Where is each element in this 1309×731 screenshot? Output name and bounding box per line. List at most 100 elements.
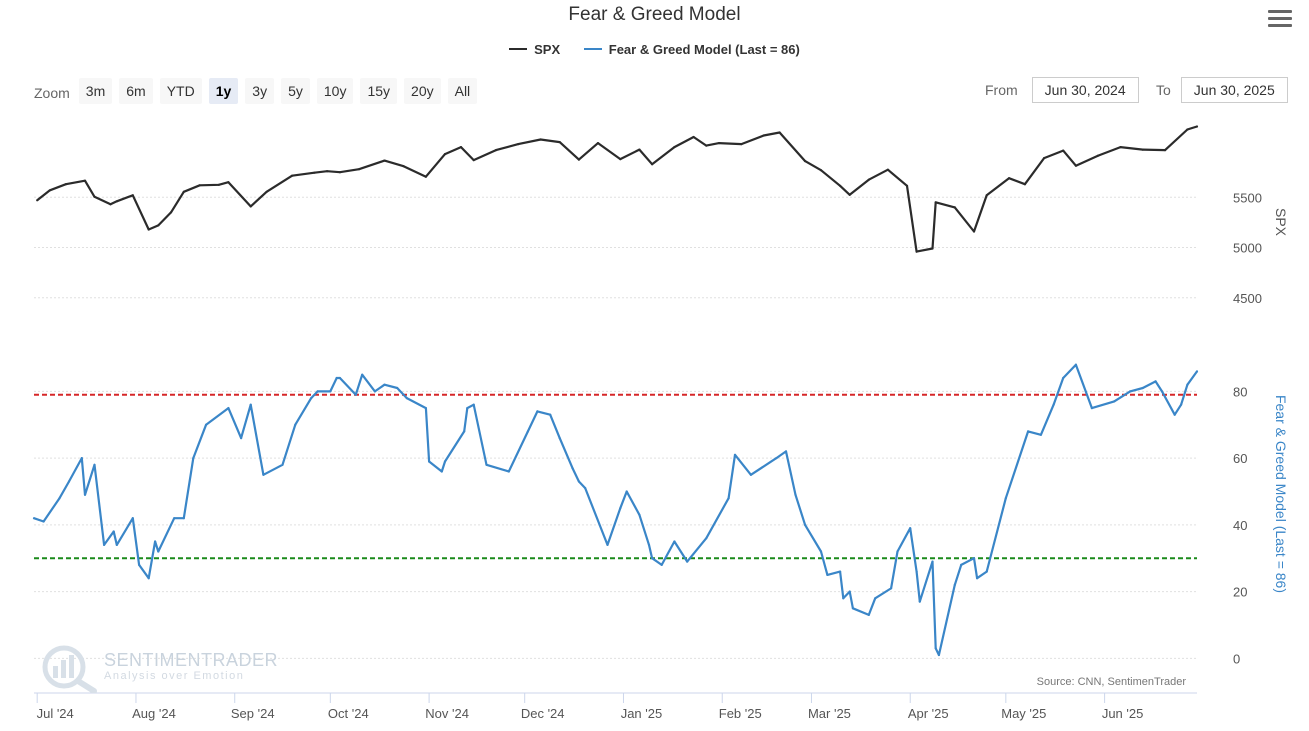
data-point-fear-greed (976, 577, 979, 580)
data-point-fear-greed (660, 563, 663, 567)
data-point-fear-greed (651, 557, 654, 560)
data-point-fear-greed (1173, 413, 1176, 416)
from-date-input[interactable]: Jun 30, 2024 (1031, 77, 1139, 103)
zoom-button-3m[interactable]: 3m (78, 78, 113, 104)
x-tick-label: Oct '24 (328, 706, 369, 721)
hamburger-icon-bar (1268, 17, 1292, 20)
data-point-fear-greed (329, 390, 332, 393)
data-point-fear-greed (625, 490, 628, 493)
data-point-fear-greed (733, 453, 737, 456)
legend-item-spx[interactable]: SPX (509, 42, 560, 57)
data-point-spx (83, 179, 87, 182)
legend-item-fear-greed[interactable]: Fear & Greed Model (Last = 86) (583, 41, 800, 57)
data-point-fear-greed (972, 557, 976, 560)
chart-menu-button[interactable] (1268, 10, 1292, 30)
hamburger-icon-bar (1268, 24, 1292, 27)
y-tick-label-fear-greed: 0 (1233, 651, 1240, 666)
zoom-button-10y[interactable]: 10y (316, 78, 354, 104)
data-point-fear-greed (558, 437, 561, 440)
chart-title: Fear & Greed Model (568, 4, 741, 25)
data-point-spx (472, 159, 475, 162)
data-point-fear-greed (890, 587, 893, 590)
data-point-fear-greed (466, 407, 469, 410)
data-point-fear-greed (1180, 403, 1183, 406)
x-tick-label: Nov '24 (425, 706, 469, 721)
zoom-button-1y[interactable]: 1y (208, 78, 239, 104)
data-point-fear-greed (147, 577, 150, 580)
data-point-fear-greed (440, 470, 443, 473)
data-point-fear-greed (686, 560, 689, 563)
data-point-spx (619, 158, 622, 161)
data-point-fear-greed (335, 376, 338, 380)
zoom-button-all[interactable]: All (447, 78, 478, 104)
data-point-spx (819, 169, 823, 172)
x-tick-label: Jan '25 (621, 706, 663, 721)
zoom-button-20y[interactable]: 20y (404, 78, 441, 104)
data-point-spx (1062, 149, 1065, 152)
x-tick-label: Feb '25 (719, 706, 762, 721)
legend-label-fear-greed: Fear & Greed Model (Last = 86) (608, 41, 800, 57)
data-point-fear-greed (428, 460, 431, 463)
source-credit: Source: CNN, SentimenTrader (1037, 676, 1187, 688)
data-point-fear-greed (32, 517, 36, 520)
data-point-spx (131, 194, 134, 197)
data-point-fear-greed (826, 573, 829, 577)
data-point-spx (1097, 154, 1100, 157)
zoom-button-15y[interactable]: 15y (360, 78, 398, 104)
data-point-spx (115, 200, 118, 203)
series-points-spx (36, 125, 1199, 253)
data-point-spx (443, 153, 447, 156)
data-point-fear-greed (874, 597, 877, 600)
y-tick-label-spx: 5500 (1233, 190, 1262, 205)
data-point-fear-greed (536, 410, 539, 413)
data-point-fear-greed (154, 540, 157, 543)
zoom-button-ytd[interactable]: YTD (159, 78, 202, 104)
data-point-spx (539, 138, 542, 141)
data-point-spx (558, 141, 561, 144)
data-point-fear-greed (1141, 386, 1144, 390)
data-point-spx (778, 131, 781, 134)
data-point-fear-greed (727, 497, 730, 500)
watermark-tagline: Analysis over Emotion (104, 670, 245, 682)
data-point-spx (93, 195, 96, 198)
data-point-fear-greed (839, 570, 842, 573)
zoom-button-5y[interactable]: 5y (281, 78, 310, 104)
x-tick-label: Jul '24 (37, 706, 74, 721)
data-point-fear-greed (705, 537, 708, 540)
data-point-spx (109, 203, 112, 206)
from-label: From (985, 82, 1018, 98)
x-tick-label: Sep '24 (231, 706, 275, 721)
data-point-fear-greed (848, 590, 851, 593)
watermark-name: SENTIMENTRADER (104, 650, 279, 670)
x-tick-label: Dec '24 (521, 706, 565, 721)
data-point-fear-greed (463, 430, 466, 433)
data-point-fear-greed (896, 550, 899, 553)
data-point-fear-greed (58, 497, 61, 500)
legend-swatch-spx (509, 48, 528, 50)
series-line-fear-greed (33, 363, 1198, 657)
to-date-input[interactable]: Jun 30, 2025 (1180, 77, 1288, 103)
data-point-fear-greed (131, 517, 134, 520)
data-point-fear-greed (571, 467, 574, 470)
data-point-fear-greed (749, 473, 753, 476)
x-tick-label: Mar '25 (808, 706, 851, 721)
data-point-fear-greed (112, 530, 115, 533)
zoom-button-3y[interactable]: 3y (245, 78, 275, 104)
data-point-spx (1043, 157, 1046, 160)
zoom-button-6m[interactable]: 6m (119, 78, 153, 104)
data-point-fear-greed (310, 397, 313, 400)
data-point-fear-greed (1195, 370, 1199, 373)
data-point-fear-greed (338, 376, 341, 380)
data-point-fear-greed (67, 480, 71, 483)
data-point-spx (905, 184, 909, 187)
data-point-spx (867, 178, 870, 181)
data-point-fear-greed (93, 463, 96, 466)
data-point-spx (1186, 128, 1189, 131)
data-point-spx (762, 134, 765, 137)
data-point-spx (48, 189, 52, 192)
data-point-spx (291, 174, 294, 177)
magnifier-logo-icon (42, 645, 97, 694)
data-point-fear-greed (1154, 380, 1157, 383)
data-point-fear-greed (1186, 383, 1189, 386)
